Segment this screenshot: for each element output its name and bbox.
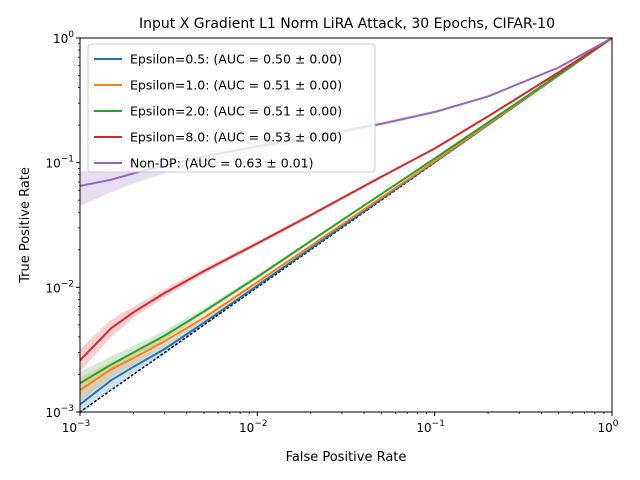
legend: Epsilon=0.5: (AUC = 0.50 ± 0.00) Epsilon=… [87,43,376,173]
plot-frame [79,37,613,413]
x-tick-label: 10−1 [416,419,445,435]
x-tick-label: 100 [597,419,618,435]
y-tick-label: 100 [53,30,74,46]
y-tick-label: 10−3 [45,404,74,420]
legend-label-epsilon-2-0: Epsilon=2.0: (AUC = 0.51 ± 0.00) [130,104,342,119]
legend-label-epsilon-0-5: Epsilon=0.5: (AUC = 0.50 ± 0.00) [130,52,342,67]
x-tick-label: 10−2 [239,419,268,435]
legend-label-non-dp: Non-DP: (AUC = 0.63 ± 0.01) [130,156,313,171]
line-epsilon-8-0 [79,37,613,361]
x-tick-label: 10−3 [62,419,91,435]
x-axis-ticks: 10−3 10−2 10−1 100 [62,412,619,435]
x-axis-label: False Positive Rate [286,450,407,465]
legend-label-epsilon-1-0: Epsilon=1.0: (AUC = 0.51 ± 0.00) [130,78,342,93]
y-axis-ticks: 10−3 10−2 10−1 100 [45,30,80,420]
legend-box [87,43,376,173]
y-tick-label: 10−2 [45,279,74,295]
y-axis-label: True Positive Rate [18,167,33,284]
legend-label-epsilon-8-0: Epsilon=8.0: (AUC = 0.53 ± 0.00) [130,130,342,145]
line-epsilon-1-0 [79,37,613,391]
line-epsilon-2-0 [79,37,613,385]
y-tick-label: 10−1 [45,155,74,171]
chart-title: Input X Gradient L1 Norm LiRA Attack, 30… [139,16,555,32]
